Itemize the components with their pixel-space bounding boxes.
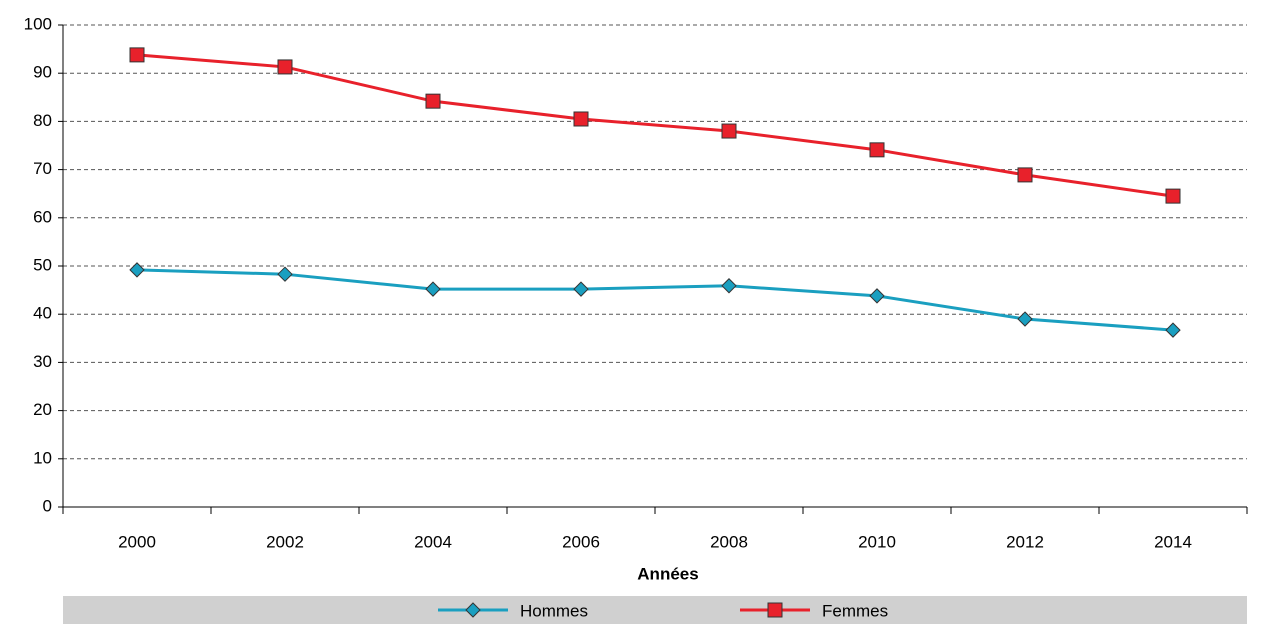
x-tick-label: 2014 (1154, 532, 1192, 551)
y-tick-label: 0 (43, 496, 52, 515)
legend-label: Hommes (520, 601, 588, 620)
data-point (869, 288, 885, 304)
y-tick-label: 90 (33, 63, 52, 82)
x-tick-label: 2010 (858, 532, 896, 551)
x-tick-label: 2004 (414, 532, 452, 551)
y-tick-label: 70 (33, 159, 52, 178)
legend-label: Femmes (822, 601, 888, 620)
data-point (277, 59, 293, 75)
x-tick-label: 2002 (266, 532, 304, 551)
data-point (425, 93, 441, 109)
legend-marker (465, 602, 481, 618)
legend-marker (767, 602, 783, 618)
data-point (425, 281, 441, 297)
x-tick-label: 2000 (118, 532, 156, 551)
x-tick-label: 2012 (1006, 532, 1044, 551)
legend-background (63, 596, 1247, 624)
y-tick-label: 60 (33, 207, 52, 226)
y-tick-label: 10 (33, 448, 52, 467)
y-tick-label: 40 (33, 304, 52, 323)
data-point (129, 262, 145, 278)
y-tick-label: 50 (33, 255, 52, 274)
data-point (721, 123, 737, 139)
x-tick-label: 2008 (710, 532, 748, 551)
data-point (573, 281, 589, 297)
y-tick-label: 30 (33, 352, 52, 371)
x-axis-title: Années (637, 564, 698, 583)
y-tick-label: 20 (33, 400, 52, 419)
data-point (129, 47, 145, 63)
data-point (721, 278, 737, 294)
data-point (277, 266, 293, 282)
data-point (1017, 167, 1033, 183)
data-point (573, 111, 589, 127)
series-line (136, 53, 1174, 198)
x-tick-label: 2006 (562, 532, 600, 551)
series-line (136, 268, 1174, 332)
data-point (1165, 322, 1181, 338)
data-point (1017, 311, 1033, 327)
data-point (869, 142, 885, 158)
data-point (1165, 188, 1181, 204)
y-tick-label: 80 (33, 111, 52, 130)
y-tick-label: 100 (24, 14, 52, 33)
